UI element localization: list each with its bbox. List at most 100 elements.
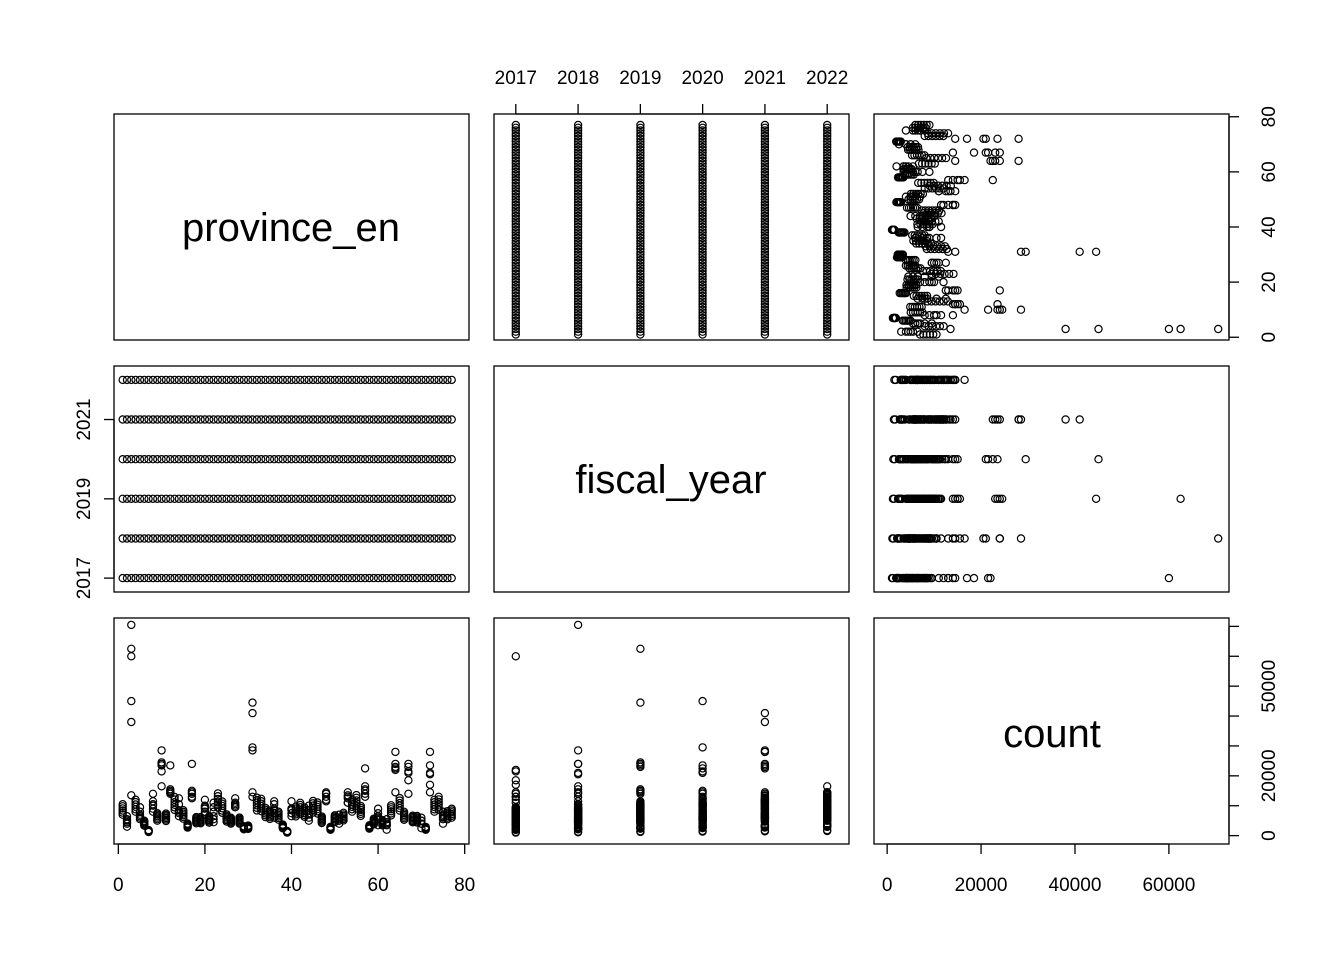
point-r3-c2 [511, 805, 521, 815]
diag-label-count: count [1003, 712, 1101, 756]
point-r3-c1 [257, 797, 266, 806]
point-r1-c2 [511, 275, 521, 284]
point-r2-c1 [296, 375, 305, 385]
point-r1-c2 [823, 189, 832, 199]
point-r2-c1 [399, 573, 409, 583]
point-r1-c2 [573, 120, 583, 130]
point-r1-c2 [760, 225, 770, 234]
point-r1-c2 [698, 192, 707, 201]
point-r1-c3 [925, 311, 934, 320]
point-r1-c2 [698, 195, 707, 204]
point-r3-c1 [386, 801, 396, 810]
point-r1-c3 [901, 327, 911, 336]
point-r2-c1 [399, 415, 409, 424]
point-r2-c1 [252, 534, 262, 543]
point-r1-c2 [823, 302, 832, 312]
point-r1-c3 [896, 137, 906, 146]
point-r1-c3 [1016, 305, 1026, 314]
point-r1-c2 [823, 167, 832, 177]
point-r1-c2 [823, 280, 832, 290]
point-r1-c2 [823, 153, 832, 163]
point-r2-c1 [226, 494, 236, 503]
right-axis-count-tick-label: 0 [1259, 830, 1280, 841]
point-r1-c3 [936, 266, 946, 276]
point-r2-c1 [196, 534, 205, 543]
point-r1-c2 [823, 258, 832, 267]
point-r1-c2 [573, 153, 583, 163]
point-r2-c1 [248, 534, 257, 543]
panel-2-3 [873, 365, 1230, 593]
point-r2-c1 [213, 375, 223, 385]
point-r1-c2 [698, 170, 707, 179]
point-r3-c1 [187, 789, 197, 799]
point-r1-c2 [698, 156, 707, 166]
point-r2-c1 [243, 415, 253, 424]
point-r2-c1 [179, 573, 188, 583]
point-r2-c1 [356, 534, 365, 543]
point-r1-c2 [511, 264, 521, 273]
point-r2-c1 [438, 415, 448, 424]
point-r3-c1 [170, 800, 179, 810]
point-r1-c2 [511, 297, 521, 306]
point-r3-c1 [321, 797, 331, 806]
point-r3-c1 [395, 798, 404, 808]
point-r2-c1 [434, 375, 443, 385]
point-r1-c2 [698, 217, 707, 226]
point-r2-c1 [308, 415, 318, 424]
point-r2-c1 [127, 494, 136, 503]
top-axis-fiscal-year-tick-label: 2022 [806, 68, 848, 89]
point-r1-c2 [573, 308, 583, 317]
point-r1-c2 [823, 291, 832, 301]
point-r1-c2 [511, 228, 521, 237]
point-r1-c2 [636, 181, 645, 190]
point-r3-c1 [209, 803, 218, 812]
point-r3-c1 [118, 800, 127, 809]
point-r1-c2 [636, 302, 645, 312]
axes: 2017 2018 2019 2020 2021 2022 0 20 40 60 80 0 20000 4… [74, 68, 1280, 896]
point-r2-c3 [899, 455, 908, 464]
points [118, 120, 1223, 837]
point-r2-c1 [252, 573, 262, 583]
point-r2-c1 [347, 375, 357, 385]
point-r1-c2 [698, 319, 707, 328]
point-r1-c2 [573, 203, 583, 212]
point-r3-c1 [313, 802, 322, 812]
point-r1-c2 [573, 137, 583, 146]
point-r1-c3 [941, 153, 951, 163]
point-r1-c2 [573, 258, 583, 267]
point-r2-c3 [893, 534, 902, 543]
point-r1-c2 [698, 250, 707, 259]
point-r1-c2 [511, 164, 521, 174]
point-r1-c2 [573, 217, 583, 226]
point-r1-c2 [823, 214, 832, 223]
point-r3-c1 [200, 803, 210, 812]
point-r1-c2 [823, 140, 832, 149]
point-r2-c1 [434, 494, 443, 503]
point-r3-c1 [127, 644, 136, 654]
point-r1-c2 [511, 244, 521, 254]
point-r1-c2 [636, 214, 645, 223]
point-r2-c1 [135, 573, 145, 583]
point-r2-c3 [908, 573, 918, 583]
point-r1-c2 [636, 137, 645, 146]
point-r2-c1 [321, 534, 331, 543]
point-r2-c1 [257, 455, 266, 464]
point-r2-c1 [153, 375, 162, 385]
point-r3-c2 [636, 827, 645, 837]
point-r2-c1 [265, 415, 275, 424]
point-r2-c1 [270, 375, 279, 385]
point-r1-c2 [511, 200, 521, 210]
point-r2-c1 [226, 534, 236, 543]
point-r2-c1 [438, 375, 448, 385]
point-r2-c1 [443, 415, 452, 424]
point-r1-c2 [823, 181, 832, 190]
point-r3-c1 [438, 807, 448, 816]
point-r1-c2 [698, 313, 707, 323]
point-r2-c3 [928, 494, 937, 503]
point-r1-c3 [1061, 324, 1070, 334]
point-r2-c1 [304, 415, 313, 424]
point-r1-c3 [927, 258, 937, 267]
point-r2-c1 [334, 494, 344, 503]
point-r1-c2 [823, 228, 832, 237]
point-r1-c2 [573, 297, 583, 306]
